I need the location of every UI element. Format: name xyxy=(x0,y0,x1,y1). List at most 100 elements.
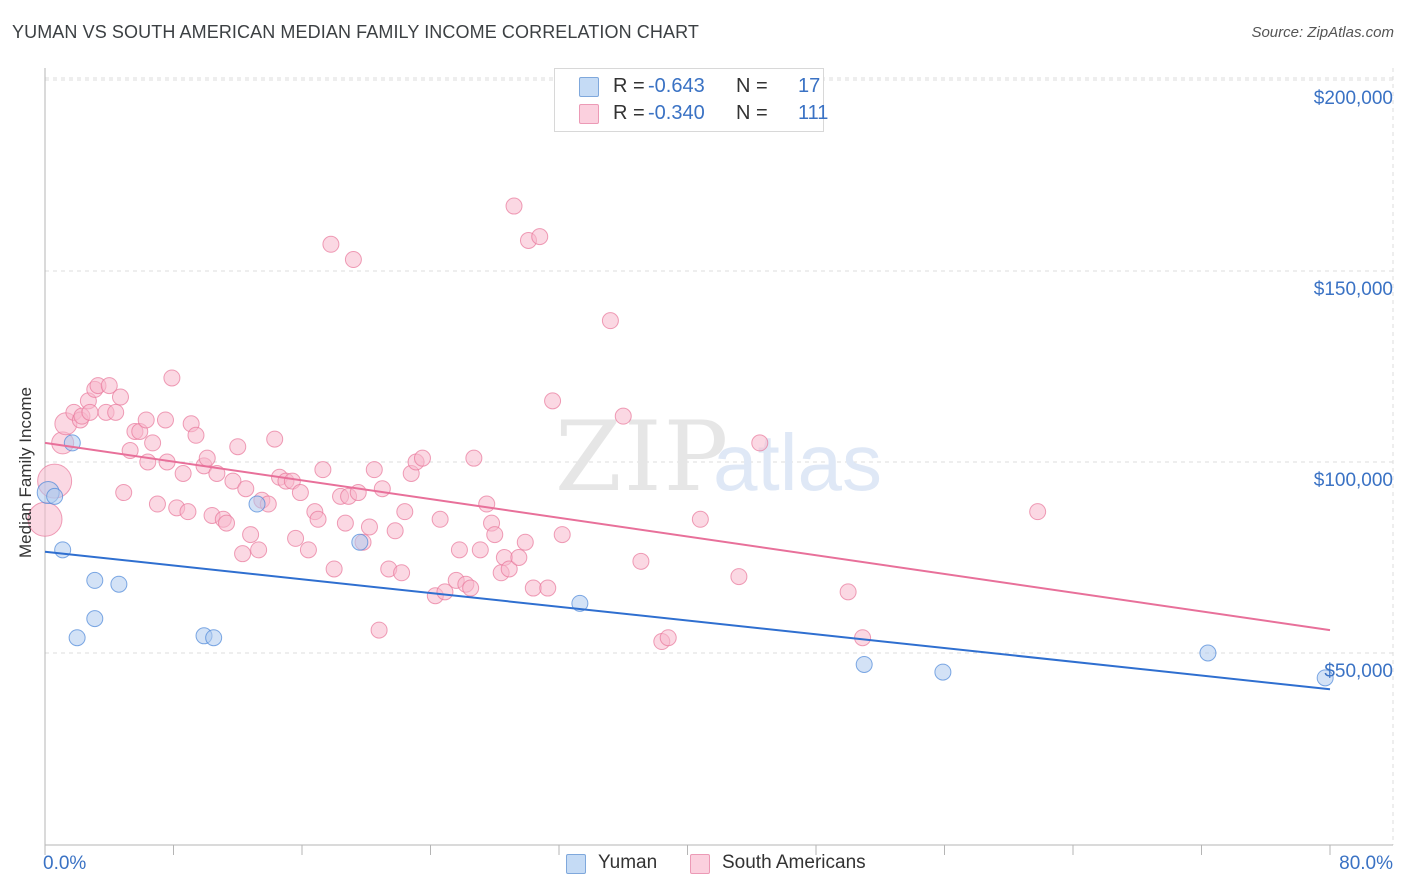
data-point xyxy=(413,449,431,467)
series-south-americans xyxy=(27,197,1047,651)
data-point xyxy=(218,514,236,532)
y-axis-label: Median Family Income xyxy=(16,386,35,558)
data-point xyxy=(351,533,369,551)
legend-n-value: 111 xyxy=(798,102,829,124)
data-point xyxy=(110,575,128,593)
data-point xyxy=(462,579,480,597)
data-point xyxy=(386,522,404,540)
data-point xyxy=(237,480,255,498)
data-point xyxy=(148,495,166,513)
data-point xyxy=(553,526,571,544)
legend-r-value: -0.643 xyxy=(648,75,705,97)
data-point xyxy=(242,526,260,544)
data-point xyxy=(539,579,557,597)
data-point xyxy=(450,541,468,559)
data-point xyxy=(115,484,133,502)
data-point xyxy=(396,503,414,521)
data-point xyxy=(322,235,340,253)
legend-n-value: 17 xyxy=(798,75,821,97)
data-point xyxy=(174,464,192,482)
data-point xyxy=(86,571,104,589)
data-point xyxy=(500,560,518,578)
trend-lines xyxy=(44,441,1331,691)
x-tick-label: 80.0% xyxy=(1339,853,1393,874)
data-point xyxy=(1199,644,1217,662)
legend-swatch-south-americans xyxy=(690,854,710,874)
y-tick-label: $150,000 xyxy=(1314,279,1393,300)
legend-label-yuman: Yuman xyxy=(598,852,658,873)
x-tick-label: 0.0% xyxy=(43,853,86,874)
legend-n-label: N = xyxy=(736,75,768,97)
data-point xyxy=(659,629,677,647)
stats-legend: R = -0.643 N = 17 R = -0.340 N = 111 xyxy=(554,68,828,132)
data-point xyxy=(81,403,99,421)
data-point xyxy=(250,541,268,559)
data-point xyxy=(934,663,952,681)
data-point xyxy=(370,621,388,639)
axes xyxy=(44,68,1393,855)
data-point xyxy=(431,510,449,528)
data-point xyxy=(144,434,162,452)
data-point xyxy=(179,503,197,521)
data-point xyxy=(505,197,523,215)
data-point xyxy=(510,549,528,566)
data-point xyxy=(751,434,769,452)
data-point xyxy=(632,552,650,570)
data-point xyxy=(336,514,354,532)
data-point xyxy=(187,426,205,444)
chart-title: YUMAN VS SOUTH AMERICAN MEDIAN FAMILY IN… xyxy=(12,22,699,42)
data-point xyxy=(314,461,332,479)
data-point xyxy=(1029,503,1047,521)
y-tick-label: $50,000 xyxy=(1324,661,1393,682)
data-point xyxy=(691,510,709,528)
data-point xyxy=(54,541,72,559)
data-point xyxy=(309,510,327,528)
data-points xyxy=(27,197,1334,687)
series-yuman xyxy=(36,434,1334,687)
data-point xyxy=(839,583,857,601)
trend-line-yuman xyxy=(44,550,1331,691)
data-point xyxy=(365,461,383,479)
data-point xyxy=(198,449,216,467)
data-point xyxy=(46,487,64,505)
source-label: Source: ZipAtlas.com xyxy=(1251,24,1394,41)
legend-r-value: -0.340 xyxy=(648,102,705,124)
data-point xyxy=(100,377,118,395)
data-point xyxy=(325,560,343,578)
data-point xyxy=(601,312,619,330)
data-point xyxy=(544,392,562,410)
x-tick-labels: 0.0% 80.0% xyxy=(43,853,1393,874)
data-point xyxy=(224,472,242,490)
legend-swatch-yuman xyxy=(579,77,599,97)
watermark-zip: ZIP xyxy=(555,401,730,513)
data-point xyxy=(163,369,181,387)
y-tick-labels: $50,000 $100,000 $150,000 $200,000 xyxy=(1314,88,1393,682)
data-point xyxy=(299,541,317,559)
data-point xyxy=(855,655,873,673)
data-point xyxy=(266,430,284,448)
data-point xyxy=(360,518,378,536)
data-point xyxy=(1316,669,1334,687)
legend-r-label: R = xyxy=(613,102,645,124)
data-point xyxy=(68,629,86,647)
data-point xyxy=(287,529,305,547)
y-tick-label: $200,000 xyxy=(1314,88,1393,109)
trend-line-south-americans xyxy=(44,441,1331,632)
data-point xyxy=(471,541,489,559)
data-point xyxy=(291,484,309,502)
data-point xyxy=(107,403,125,421)
data-point xyxy=(486,526,504,544)
data-point xyxy=(137,411,155,429)
data-point xyxy=(571,594,589,612)
data-point xyxy=(531,228,549,246)
data-point xyxy=(205,629,223,647)
legend-r-label: R = xyxy=(613,75,645,97)
data-point xyxy=(373,480,391,498)
legend-n-label: N = xyxy=(736,102,768,124)
data-point xyxy=(234,545,252,563)
legend-swatch-south-americans xyxy=(579,104,599,124)
watermark-atlas: atlas xyxy=(713,418,882,507)
legend-swatch-yuman xyxy=(566,854,586,874)
data-point xyxy=(516,533,534,551)
data-point xyxy=(344,251,362,269)
